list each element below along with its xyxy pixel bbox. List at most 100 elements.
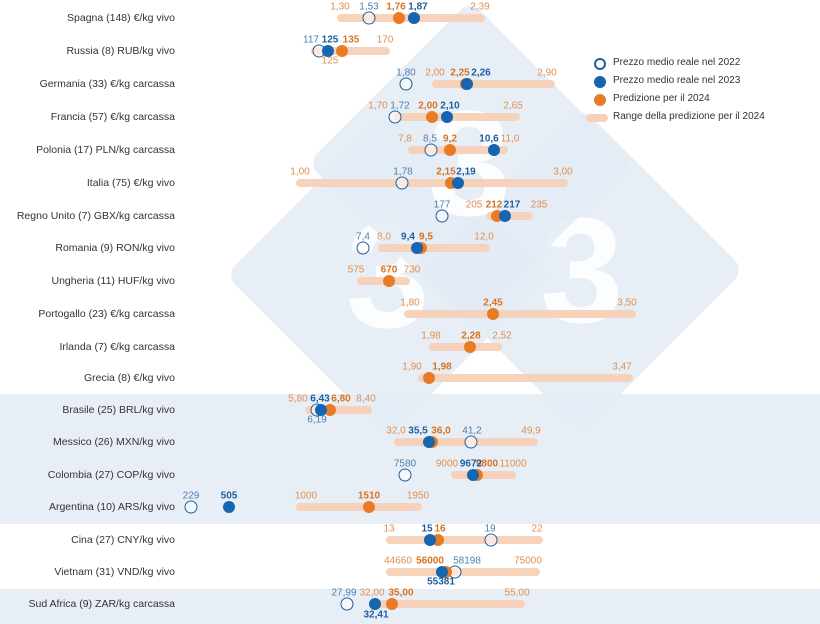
range-max-label: 22 — [531, 523, 543, 535]
range-max-label: 3,50 — [617, 297, 637, 309]
prediction-2024-label: 2,15 — [436, 166, 456, 178]
hollow-circle-icon — [594, 58, 606, 70]
prediction-range-bar — [296, 179, 568, 187]
price-2022-marker — [464, 435, 478, 449]
prediction-2024-marker — [423, 372, 435, 384]
legend-item-2023: Prezzo medio reale nel 2023 — [590, 74, 820, 90]
range-min-label: 32,0 — [386, 425, 406, 437]
legend-label: Prezzo medio reale nel 2023 — [613, 75, 741, 86]
price-2023-marker — [488, 144, 500, 156]
price-2022-marker — [388, 110, 402, 124]
row-label: Romania (9) RON/kg vivo — [55, 242, 175, 254]
price-2022-marker — [398, 468, 412, 482]
prediction-2024-label: 2,28 — [461, 330, 481, 342]
price-2022-label: 117 — [303, 34, 319, 46]
price-2022-label: 1,72 — [390, 100, 410, 112]
price-2023-label: 2,26 — [471, 67, 491, 79]
price-2023-label: 9672 — [459, 458, 483, 470]
price-2023-marker — [315, 404, 327, 416]
prediction-2024-label: 56000 — [416, 555, 444, 567]
price-2023-label: 125 — [321, 34, 339, 46]
prediction-range-bar — [378, 244, 490, 252]
price-2023-label: 9,4 — [401, 231, 415, 243]
range-min-label: 32,00 — [359, 587, 385, 599]
row-label: Colombia (27) COP/kg vivo — [47, 469, 175, 481]
price-2023-marker — [461, 78, 473, 90]
price-2022-marker — [340, 597, 354, 611]
prediction-2024-label: 35,00 — [388, 587, 414, 599]
price-2023-marker — [369, 598, 381, 610]
price-2023-label: 10,6 — [479, 133, 499, 145]
range-max-label: 235 — [530, 199, 548, 211]
price-2022-marker — [356, 241, 370, 255]
range-min-label: 13 — [383, 523, 395, 535]
price-2022-marker — [435, 209, 449, 223]
prediction-range-bar — [394, 113, 520, 121]
price-2023-marker — [467, 469, 479, 481]
row-label: Messico (26) MXN/kg vivo — [53, 436, 175, 448]
range-max-label: 1950 — [406, 490, 430, 502]
range-max-label: 730 — [403, 264, 421, 276]
price-2022-label: 177 — [433, 199, 451, 211]
row-label: Sud Africa (9) ZAR/kg carcassa — [28, 598, 175, 610]
price-2022-marker — [424, 143, 438, 157]
range-min-label: 5,80 — [288, 393, 308, 405]
price-2023-label: 505 — [220, 490, 238, 502]
range-min-label: 8,0 — [377, 231, 391, 243]
prediction-2024-marker — [487, 308, 499, 320]
prediction-2024-label: 135 — [342, 34, 360, 46]
range-min-label: 1000 — [294, 490, 318, 502]
prediction-range-bar — [451, 471, 516, 479]
prediction-2024-marker — [444, 144, 456, 156]
prediction-2024-label: 670 — [380, 264, 398, 276]
price-2022-label: 1,80 — [396, 67, 416, 79]
row-label: Germania (33) €/kg carcassa — [39, 78, 175, 90]
prediction-range-bar — [296, 503, 422, 511]
price-2023-label: 2,10 — [440, 100, 460, 112]
range-max-label: 170 — [376, 34, 394, 46]
prediction-2024-marker — [324, 404, 336, 416]
prediction-2024-label: 2,45 — [483, 297, 503, 309]
price-2022-label: 19 — [484, 523, 496, 535]
legend-label: Predizione per il 2024 — [613, 93, 710, 104]
legend-label: Prezzo medio reale nel 2022 — [613, 57, 741, 68]
range-max-label: 3,47 — [612, 361, 632, 373]
range-max-label: 2,39 — [470, 1, 490, 13]
price-2022-label: 27,99 — [331, 587, 357, 599]
row-label: Ungheria (11) HUF/kg vivo — [51, 275, 175, 287]
price-2023-marker — [423, 436, 435, 448]
prediction-range-bar — [432, 80, 555, 88]
price-2022-marker — [184, 500, 198, 514]
prediction-2024-label: 6,80 — [331, 393, 351, 405]
price-2023-marker — [411, 242, 423, 254]
price-2022-label: 229 — [182, 490, 200, 502]
range-min-label: 1,80 — [400, 297, 420, 309]
price-2023-marker — [223, 501, 235, 513]
price-2023-label: 1,87 — [408, 1, 428, 13]
prediction-2024-label: 1510 — [357, 490, 381, 502]
price-2023-marker — [408, 12, 420, 24]
orange-dot-icon — [594, 94, 606, 106]
range-min-label: 575 — [347, 264, 365, 276]
prediction-2024-marker — [426, 111, 438, 123]
range-min-label: 1,30 — [330, 1, 350, 13]
prediction-range-bar — [404, 310, 636, 318]
legend-label: Range della predizione per il 2024 — [613, 111, 765, 122]
price-2022-label: 41,2 — [462, 425, 482, 437]
range-min-label: 205 — [465, 199, 483, 211]
prediction-range-bar — [418, 374, 633, 382]
prediction-2024-label: 1,98 — [432, 361, 452, 373]
range-max-label: 8,40 — [356, 393, 376, 405]
prediction-2024-marker — [464, 341, 476, 353]
price-2022-marker — [399, 77, 413, 91]
price-2023-label: 55381 — [427, 576, 455, 588]
range-bar-icon — [586, 114, 608, 122]
prediction-2024-label: 9,2 — [443, 133, 457, 145]
range-max-label: 75000 — [514, 555, 542, 567]
prediction-2024-marker — [336, 45, 348, 57]
prediction-range-bar — [386, 568, 540, 576]
row-label: Argentina (10) ARS/kg vivo — [48, 501, 175, 513]
range-min-label: 125 — [321, 55, 339, 67]
price-2022-marker — [484, 533, 498, 547]
legend-item-range: Range della predizione per il 2024 — [586, 110, 820, 126]
